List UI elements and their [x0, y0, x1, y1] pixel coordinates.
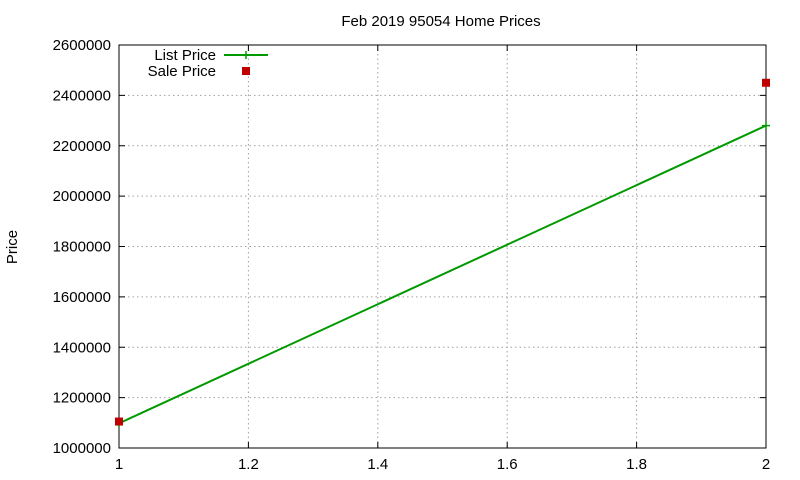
- y-tick-label: 1800000: [53, 239, 111, 256]
- y-tick-label: 2200000: [53, 138, 111, 155]
- chart-title: Feb 2019 95054 Home Prices: [341, 13, 540, 30]
- series-1: [115, 78, 770, 426]
- x-tick-label: 1.4: [367, 456, 388, 473]
- data-point: [762, 121, 770, 130]
- data-point: [762, 78, 770, 87]
- y-axis-label: Price: [4, 230, 21, 264]
- series-0: [115, 121, 770, 428]
- y-tick-label: 2600000: [53, 37, 111, 54]
- ticks: 1000000 1200000 1400000 1600000 1800000 20000…: [53, 37, 771, 473]
- legend-label: List Price: [154, 47, 216, 64]
- x-tick-label: 1.8: [626, 456, 647, 473]
- y-tick-label: 2400000: [53, 87, 111, 104]
- legend-label: Sale Price: [148, 63, 216, 80]
- series: [115, 78, 770, 428]
- plot-frame: [118, 44, 767, 449]
- x-tick-label: 1.6: [497, 456, 518, 473]
- y-tick-label: 1000000: [53, 440, 111, 457]
- grid: [119, 45, 766, 448]
- legend-swatch-marker: [242, 67, 250, 75]
- x-tick-label: 2: [762, 456, 770, 473]
- legend-swatch-marker: [242, 51, 250, 59]
- y-tick-label: 1200000: [53, 390, 111, 407]
- y-tick-label: 2000000: [53, 188, 111, 205]
- y-tick-label: 1600000: [53, 289, 111, 306]
- x-tick-label: 1.2: [238, 456, 259, 473]
- series-line: [118, 124, 767, 425]
- y-tick-label: 1400000: [53, 339, 111, 356]
- x-tick-label: 1: [115, 456, 123, 473]
- data-point: [115, 417, 123, 426]
